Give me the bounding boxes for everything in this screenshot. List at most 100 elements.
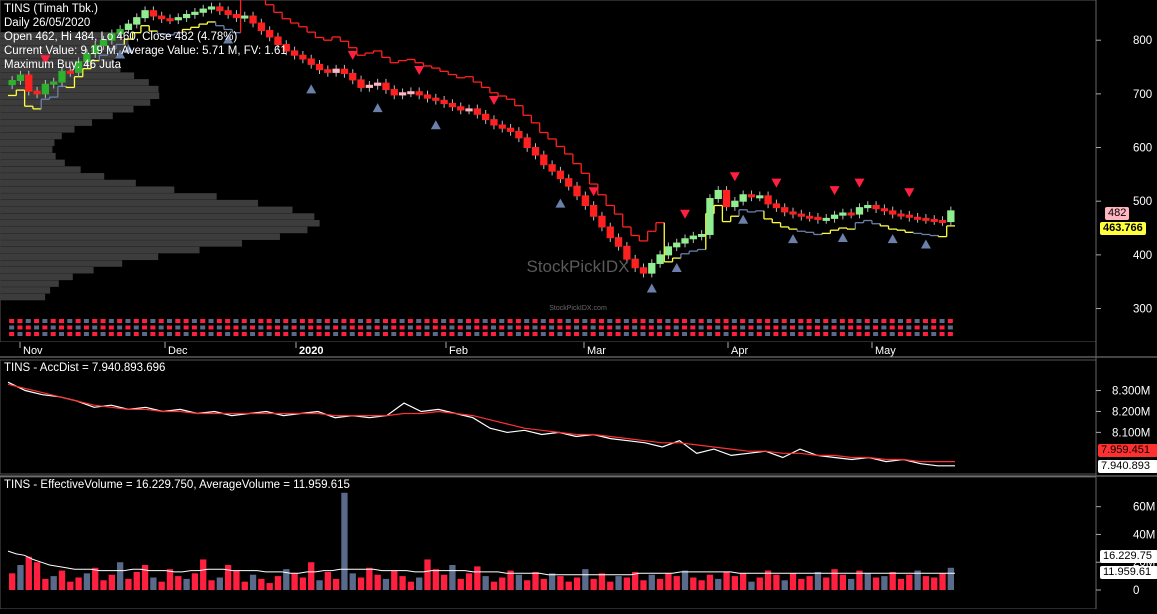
signal-dot — [324, 332, 330, 336]
signal-dot — [524, 332, 530, 336]
date-tick-label: 2020 — [299, 345, 323, 357]
volume-bar — [200, 559, 207, 590]
accdist-axis: 8.300M 8.200M 8.100M — [1096, 386, 1150, 439]
signal-dot — [889, 319, 895, 323]
signal-dot — [740, 319, 746, 323]
signal-dot — [615, 325, 621, 330]
signal-dot — [848, 332, 854, 336]
chart-period: Daily 26/05/2020 — [4, 17, 91, 29]
signal-dot — [765, 332, 771, 336]
signal-dot — [283, 325, 289, 330]
volume-bar — [839, 574, 847, 590]
signal-dot — [947, 332, 953, 336]
signal-dot — [814, 332, 820, 336]
volume-bar — [848, 578, 855, 590]
volume-bar — [673, 576, 680, 590]
profile-bar — [0, 99, 151, 106]
candle-body — [523, 137, 531, 149]
signal-dot — [258, 319, 264, 323]
signal-dot — [225, 332, 231, 336]
signal-strip — [9, 319, 953, 336]
profile-bar — [0, 105, 134, 113]
signal-dot — [632, 325, 638, 330]
profile-bar — [0, 45, 125, 53]
sell-arrow — [488, 95, 499, 105]
candle-body — [116, 28, 124, 35]
profile-bar — [0, 246, 200, 254]
signal-dot — [715, 332, 721, 336]
volume-bar — [116, 562, 124, 590]
value-readout: Current Value: 9.19 M, Average Value: 5.… — [4, 45, 287, 57]
candle-body — [299, 54, 307, 60]
volume-bar — [831, 569, 838, 590]
volume-bar — [100, 580, 107, 590]
volume-bar — [856, 570, 863, 590]
profile-bar — [0, 72, 135, 79]
candle-body — [33, 90, 41, 95]
profile-bar — [0, 126, 75, 133]
signal-dot — [42, 319, 48, 323]
signal-dot — [682, 325, 688, 330]
accdist-avg-badge: 7.959.451 — [1098, 444, 1157, 457]
volume-title: TINS - EffectiveVolume = 16.229.750, Ave… — [4, 479, 350, 491]
watermark-small: StockPickIDX.com — [549, 305, 607, 312]
candle-body — [440, 99, 448, 105]
volume-bar — [648, 574, 655, 590]
signal-dot — [831, 319, 837, 323]
signal-dot — [723, 325, 729, 330]
signal-dot — [731, 325, 737, 330]
signal-dot — [291, 319, 297, 323]
volume-bar — [357, 577, 365, 590]
signal-dot — [166, 325, 172, 330]
volume-bar — [166, 569, 174, 590]
signal-dot — [474, 319, 480, 323]
profile-bar — [0, 199, 259, 207]
signal-dot — [457, 325, 463, 330]
signal-dot — [341, 319, 347, 323]
candle-body — [506, 127, 515, 132]
volume-bar — [183, 578, 190, 590]
signal-dot — [648, 325, 654, 330]
candle-body — [814, 216, 822, 220]
volume-bar — [42, 578, 49, 590]
volume-bar — [723, 571, 730, 590]
signal-dot — [499, 319, 505, 323]
signal-dot — [648, 332, 654, 336]
signal-dot — [665, 319, 671, 323]
candle-body — [199, 8, 207, 13]
signal-dot — [424, 332, 430, 336]
profile-bar — [0, 173, 105, 180]
candle-body — [274, 36, 282, 45]
volume-bar — [764, 570, 772, 590]
signal-dot — [58, 332, 64, 336]
candle-body — [772, 203, 781, 209]
candle-body — [108, 33, 116, 41]
signal-dot — [615, 319, 621, 323]
signal-dot — [873, 332, 879, 336]
volume-bar — [283, 569, 290, 590]
signal-dot — [349, 332, 355, 336]
volume-bar — [474, 566, 481, 590]
candle-body — [714, 189, 722, 200]
candle-body — [249, 15, 257, 24]
candle-body — [207, 6, 216, 10]
signal-dot — [906, 319, 912, 323]
signal-dot — [324, 319, 330, 323]
signal-dot — [532, 319, 538, 323]
signal-dot — [914, 319, 920, 323]
signal-dot — [283, 332, 289, 336]
candle-body — [423, 94, 432, 99]
profile-bar — [0, 220, 320, 227]
signal-dot — [623, 325, 629, 330]
signal-dot — [657, 319, 663, 323]
signal-dot — [191, 319, 197, 323]
volume-bar — [557, 576, 564, 590]
buy-arrow — [671, 263, 682, 273]
signal-dot — [299, 325, 305, 330]
profile-bar — [0, 132, 62, 140]
volume-bar — [872, 577, 880, 590]
profile-bar — [0, 280, 59, 287]
signal-dot — [482, 332, 488, 336]
